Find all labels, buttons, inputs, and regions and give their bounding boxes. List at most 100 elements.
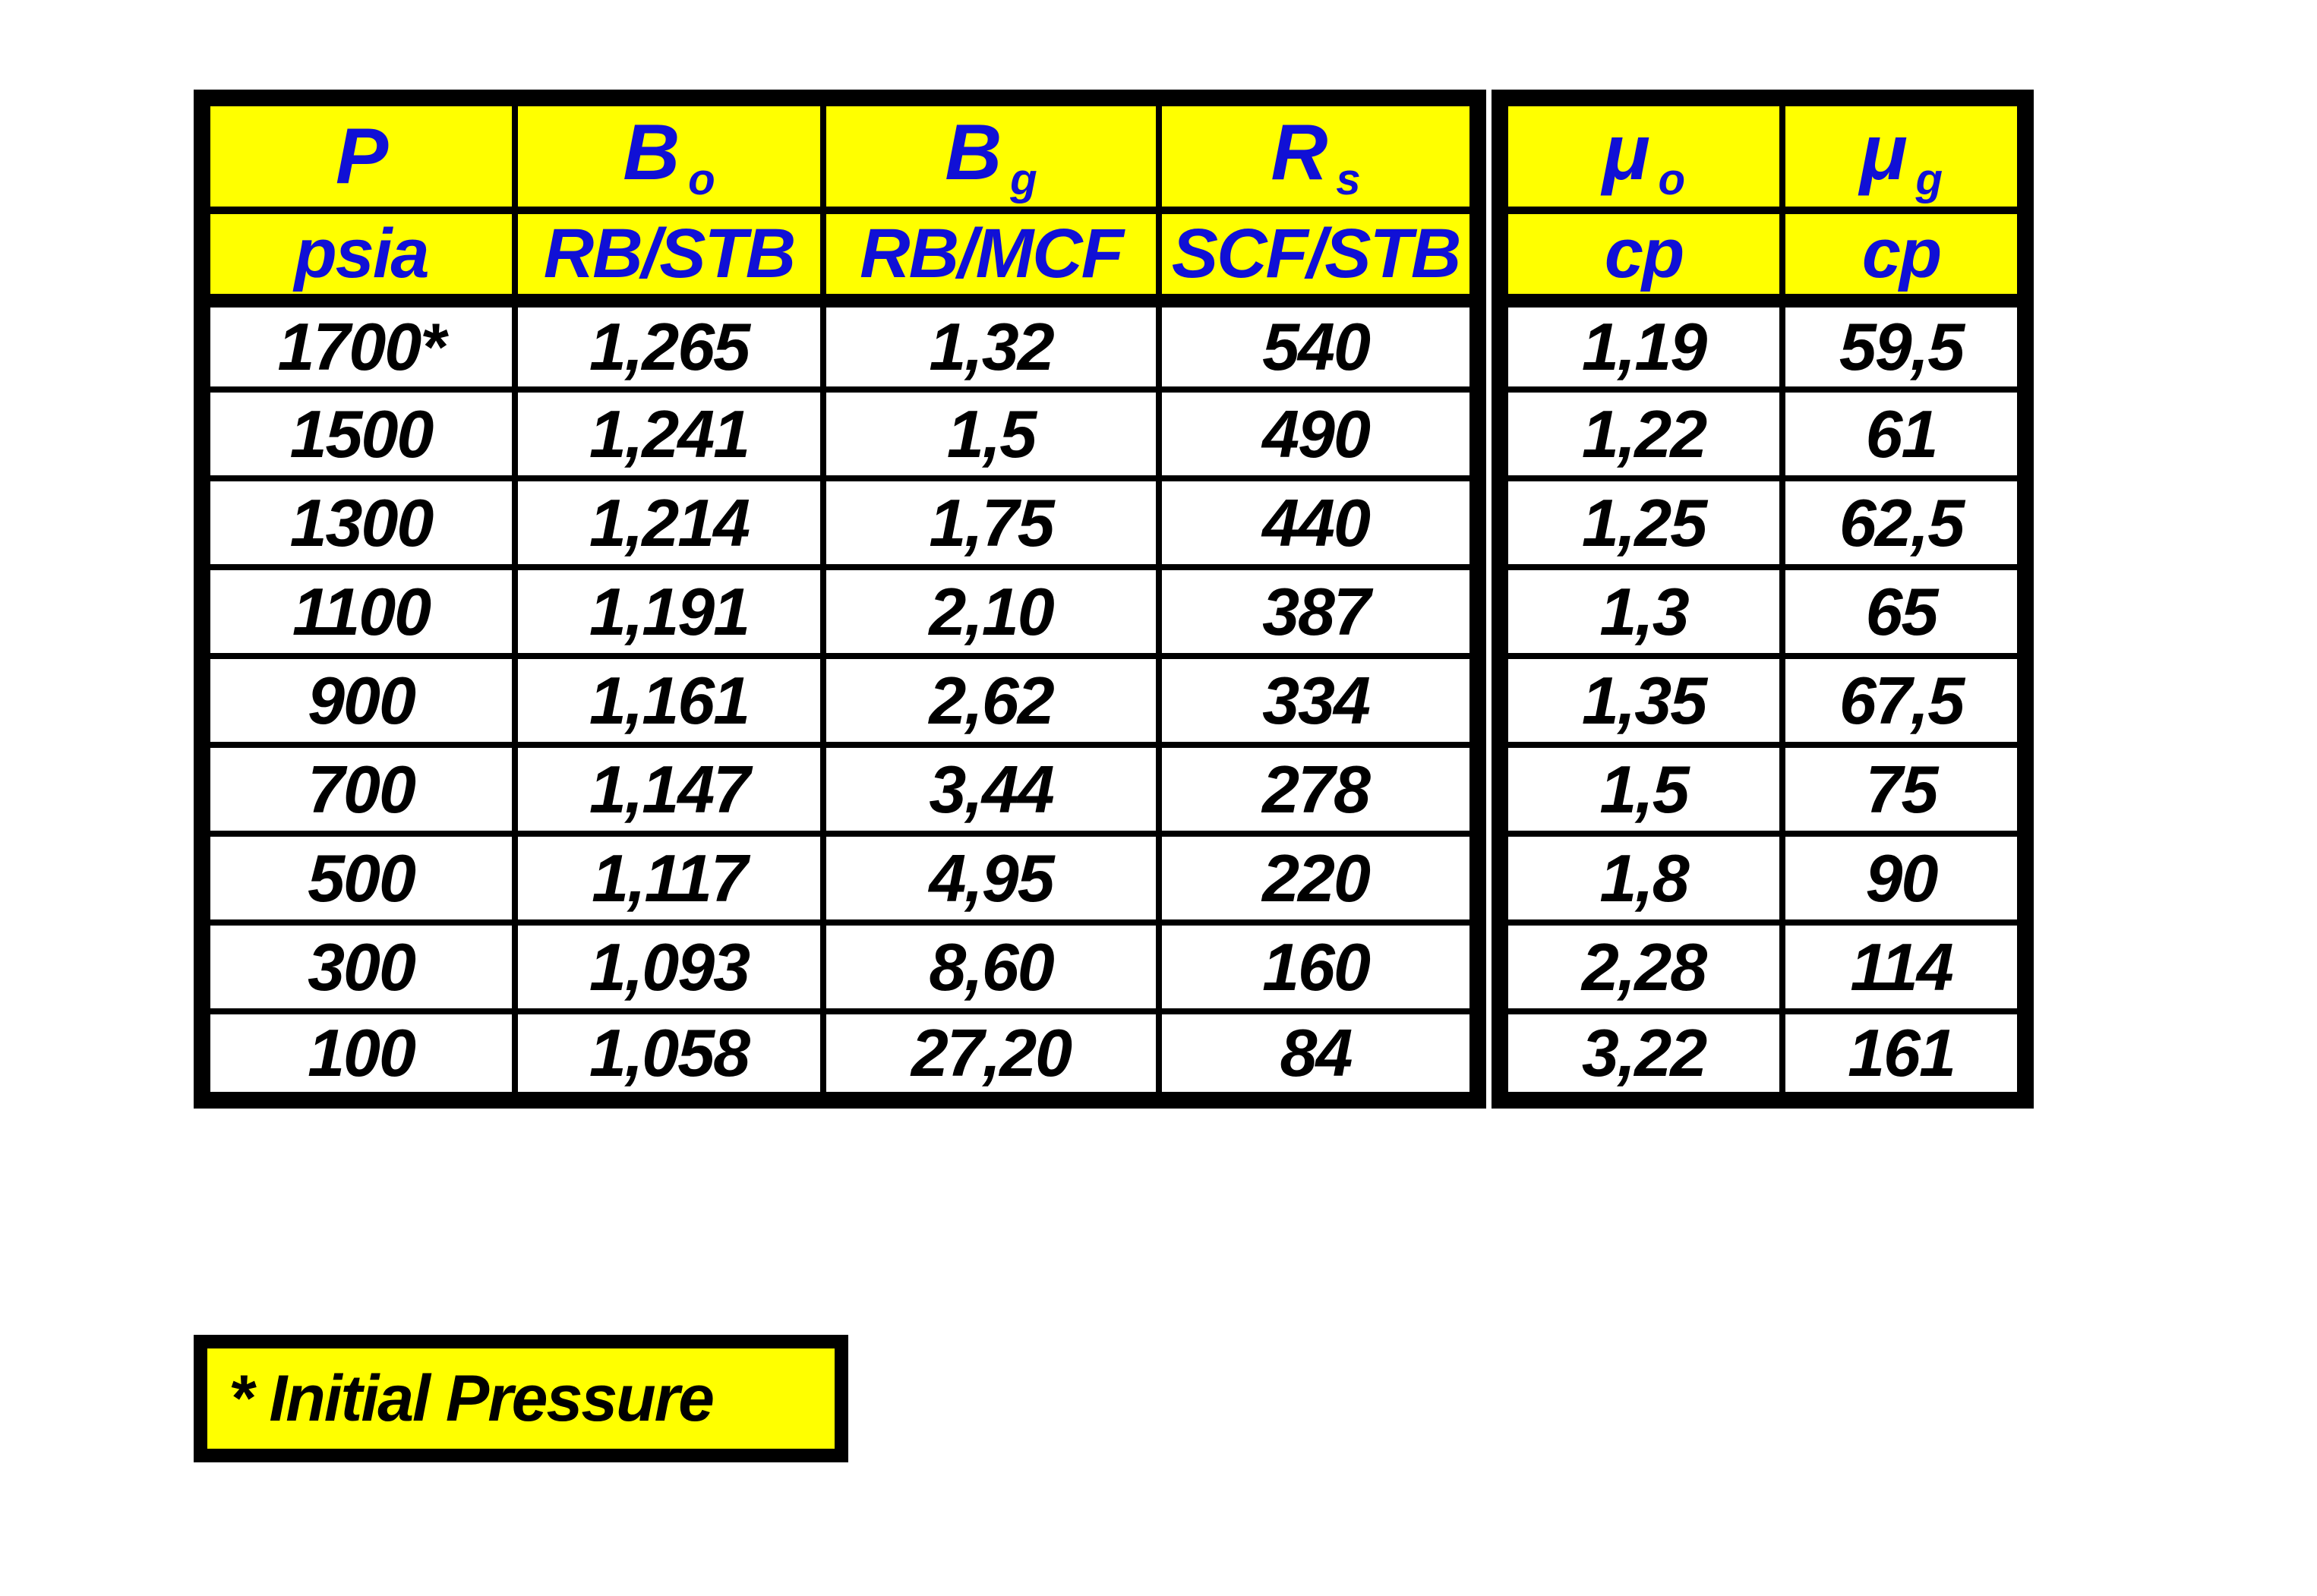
column-unit: cp [1497,207,1785,308]
table-cell: 4,95 [820,831,1162,926]
table-cell: 1500 [199,386,518,481]
table-cell: 220 [1156,831,1481,926]
table-cell: 2,10 [820,564,1162,659]
table-row: 3,22 161 [1497,1008,2028,1103]
header-row-units: psia RB/STB RB/MCF SCF/STB [199,207,1481,308]
table-cell: 1,22 [1497,386,1785,481]
table-cell: 61 [1779,386,2028,481]
column-symbol: B [623,108,680,197]
table-cell: 1,147 [512,742,826,837]
table-cell: 62,5 [1779,475,2028,570]
column-unit: psia [199,207,518,308]
table-cell: 1,35 [1497,653,1785,748]
table-cell: 540 [1156,298,1481,393]
table-cell: 300 [199,919,518,1014]
column-symbol: P [335,112,388,200]
table-cell: 3,44 [820,742,1162,837]
table-cell: 1,241 [512,386,826,481]
table-cell: 387 [1156,564,1481,659]
table-cell: 1,19 [1497,298,1785,393]
table-cell: 161 [1779,1008,2028,1103]
table-cell: 1,32 [820,298,1162,393]
table-row: 1,3 65 [1497,564,2028,659]
table-cell: 1,3 [1497,564,1785,659]
table-row: 1,8 90 [1497,831,2028,926]
table-row: 2,28 114 [1497,919,2028,1014]
table-cell: 59,5 [1779,298,2028,393]
table-cell: 1,5 [1497,742,1785,837]
table-row: 1100 1,191 2,10 387 [199,564,1481,659]
column-subscript: o [688,155,715,205]
table-cell: 1,214 [512,475,826,570]
table-row: 1300 1,214 1,75 440 [199,475,1481,570]
table-cell: 2,28 [1497,919,1785,1014]
table-cell: 90 [1779,831,2028,926]
table-row: 1,19 59,5 [1497,298,2028,393]
table-cell: 84 [1156,1008,1481,1103]
table-row: 700 1,147 3,44 278 [199,742,1481,837]
table-cell: 1,8 [1497,831,1785,926]
header-row-units: cp cp [1497,207,2028,308]
table-cell: 440 [1156,475,1481,570]
pvt-table-right-block: μ o μ g cp cp 1,19 59,5 1,22 61 1,25 62,5 1,3 65 1,35 6… [1492,90,2034,1109]
table-cell: 114 [1779,919,2028,1014]
table-cell: 1,093 [512,919,826,1014]
table-row: 1,22 61 [1497,386,2028,481]
table-cell: 1,191 [512,564,826,659]
table-cell: 1,058 [512,1008,826,1103]
table-row: 1,35 67,5 [1497,653,2028,748]
table-body: 1,19 59,5 1,22 61 1,25 62,5 1,3 65 1,35 67,5 1,5 75… [1497,298,2028,1103]
table-cell: 1,25 [1497,475,1785,570]
table-cell: 1100 [199,564,518,659]
table-row: 1700* 1,265 1,32 540 [199,298,1481,393]
column-subscript: g [1915,155,1943,205]
table-cell: 67,5 [1779,653,2028,748]
footnote-text: * Initial Pressure [229,1361,715,1435]
table-cell: 3,22 [1497,1008,1785,1103]
table-cell: 65 [1779,564,2028,659]
table-cell: 900 [199,653,518,748]
column-symbol: R [1271,108,1327,197]
table-cell: 8,60 [820,919,1162,1014]
table-cell: 490 [1156,386,1481,481]
column-symbol: B [945,108,1002,197]
column-subscript: g [1010,155,1037,205]
table-cell: 75 [1779,742,2028,837]
table-cell: 160 [1156,919,1481,1014]
table-cell: 1,265 [512,298,826,393]
table-row: 300 1,093 8,60 160 [199,919,1481,1014]
table-row: 1,5 75 [1497,742,2028,837]
table-row: 900 1,161 2,62 334 [199,653,1481,748]
table-row: 500 1,117 4,95 220 [199,831,1481,926]
table-cell: 500 [199,831,518,926]
table-cell: 27,20 [820,1008,1162,1103]
table-cell: 1,117 [512,831,826,926]
table-row: 100 1,058 27,20 84 [199,1008,1481,1103]
table-cell: 1,5 [820,386,1162,481]
table-row: 1500 1,241 1,5 490 [199,386,1481,481]
table-row: 1,25 62,5 [1497,475,2028,570]
column-symbol: μ [1859,108,1908,197]
column-unit: RB/MCF [820,207,1162,308]
table-body: 1700* 1,265 1,32 540 1500 1,241 1,5 490 1300 1,21… [199,298,1481,1103]
column-unit: SCF/STB [1156,207,1481,308]
table-cell: 700 [199,742,518,837]
table-cell: 278 [1156,742,1481,837]
table-cell: 1300 [199,475,518,570]
column-subscript: o [1658,155,1686,205]
table-cell: 100 [199,1008,518,1103]
table-header: μ o μ g cp cp [1497,95,2028,308]
table-cell: 334 [1156,653,1481,748]
table-cell: 1700* [199,298,518,393]
